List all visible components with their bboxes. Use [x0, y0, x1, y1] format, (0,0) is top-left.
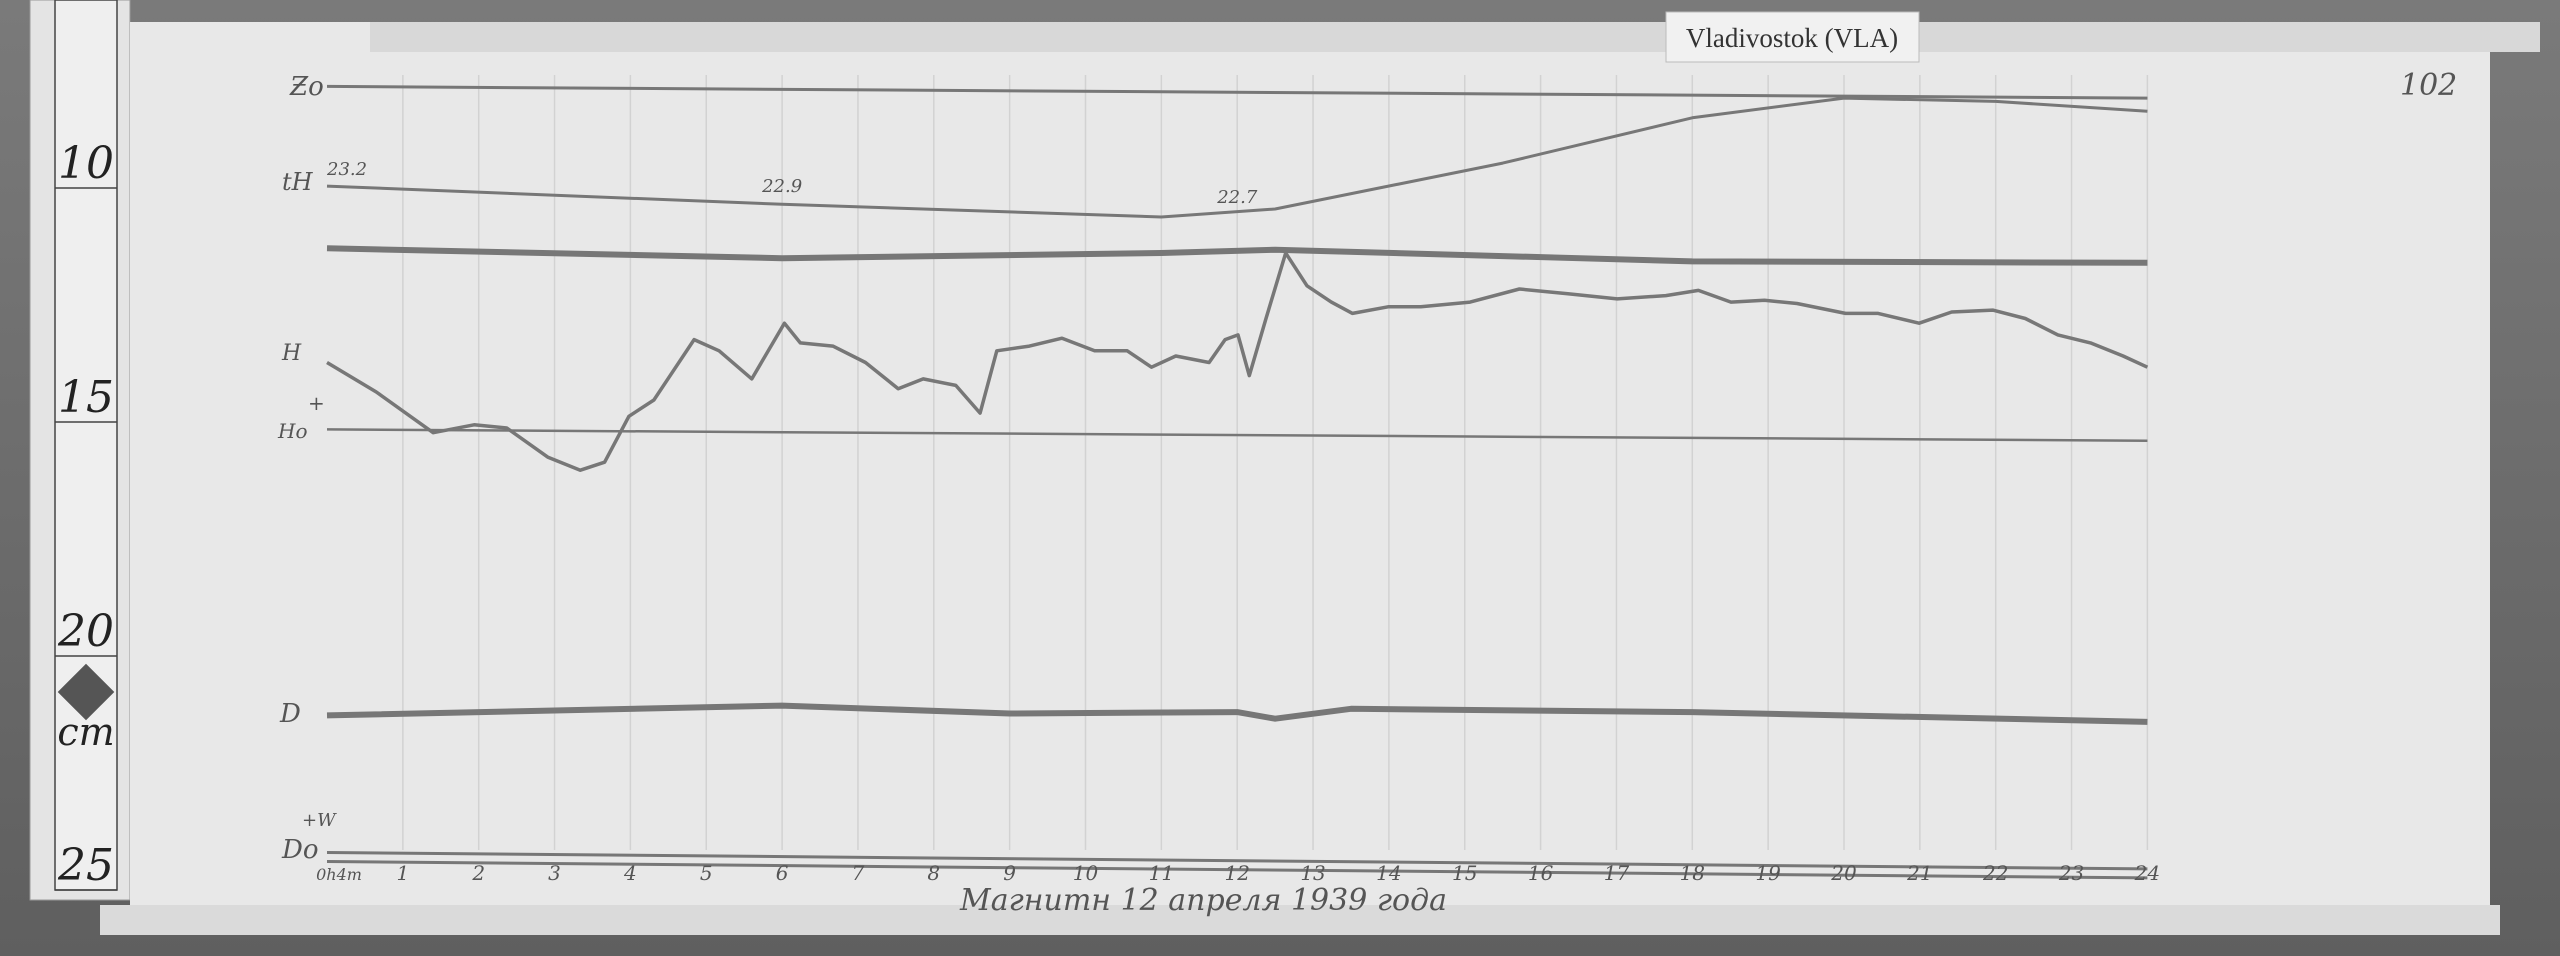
date-caption: Магнитн 12 апреля 1939 года — [959, 883, 1447, 918]
hour-tick-label: 17 — [1604, 861, 1630, 885]
hour-tick-label: 8 — [927, 861, 940, 885]
hour-tick-labels: 0h4m 1 2 3 4 5 6 7 8 9 10 11 12 13 14 15 16 17 18 19 20 21 22 2… — [316, 861, 2160, 885]
trace-label-z0: Ƶo — [289, 72, 324, 102]
hour-tick-label: 5 — [700, 861, 713, 885]
ruler-label: 20 — [57, 606, 114, 657]
bottom-sheet-edge — [100, 905, 2500, 935]
hour-tick-label: 14 — [1376, 861, 1401, 885]
hour-tick-label: 9 — [1003, 861, 1016, 885]
ruler-label: 10 — [58, 138, 114, 189]
temperature-annotation: 22.7 — [1216, 187, 1258, 208]
hour-tick-label: 13 — [1300, 861, 1325, 885]
hour-tick-label: 0h4m — [316, 865, 362, 884]
trace-label-h0-sign: + — [308, 391, 325, 415]
hour-tick-label: 1 — [396, 861, 409, 885]
hour-tick-label: 10 — [1073, 861, 1099, 885]
hour-tick-label: 4 — [623, 861, 637, 885]
trace-h — [326, 251, 2149, 472]
trace-h0 — [326, 428, 2148, 442]
trace-label-d0-sign: +W — [302, 810, 337, 831]
hour-tick-label: 18 — [1680, 861, 1705, 885]
trace-label-h0: Ho — [277, 419, 307, 443]
chart-paper — [130, 22, 2490, 927]
hour-tick-label: 20 — [1830, 861, 1857, 885]
trace-label-d: D — [279, 699, 301, 729]
trace-z — [326, 245, 2148, 266]
hour-tick-label: 19 — [1755, 861, 1781, 885]
trace-label-th: tH — [282, 168, 314, 196]
hour-tick-label: 6 — [776, 861, 789, 885]
hour-tick-label: 16 — [1528, 861, 1554, 885]
hour-tick-label: 21 — [1906, 861, 1932, 885]
hour-tick-label: 11 — [1149, 861, 1174, 885]
ruler-unit: cm — [57, 710, 114, 754]
trace-label-d0: Do — [281, 835, 319, 865]
trace-d0-second — [326, 860, 2148, 880]
hour-tick-label: 15 — [1452, 861, 1477, 885]
temperature-annotation: 22.9 — [761, 176, 802, 197]
traces — [326, 84, 2149, 880]
ruler-label: 25 — [57, 840, 114, 891]
ruler-label: 15 — [58, 372, 114, 423]
trace-th — [326, 96, 2148, 219]
station-label-card — [1665, 11, 1920, 63]
hour-tick-label: 24 — [2134, 861, 2160, 885]
temperature-annotation: 23.2 — [326, 159, 367, 180]
hour-tick-label: 23 — [2058, 861, 2084, 885]
trace-labels: Ƶo tH H Ho+ D Do +W 23.2 22.9 22.7 — [277, 72, 1258, 865]
hour-tick-label: 7 — [852, 861, 865, 885]
hour-tick-label: 2 — [471, 861, 485, 885]
sheet-number: 102 — [2400, 68, 2457, 103]
trace-z0 — [326, 84, 2148, 100]
trace-label-h: H — [281, 341, 302, 366]
station-label: Vladivostok (VLA) — [1686, 23, 1898, 53]
ruler-scale — [54, 0, 118, 891]
trace-d0 — [326, 851, 2148, 871]
trace-d — [326, 702, 2148, 725]
hour-tick-label: 12 — [1224, 861, 1249, 885]
top-paper-edge — [370, 22, 2540, 52]
hour-tick-label: 3 — [548, 861, 561, 885]
hour-tick-label: 22 — [1982, 861, 2008, 885]
